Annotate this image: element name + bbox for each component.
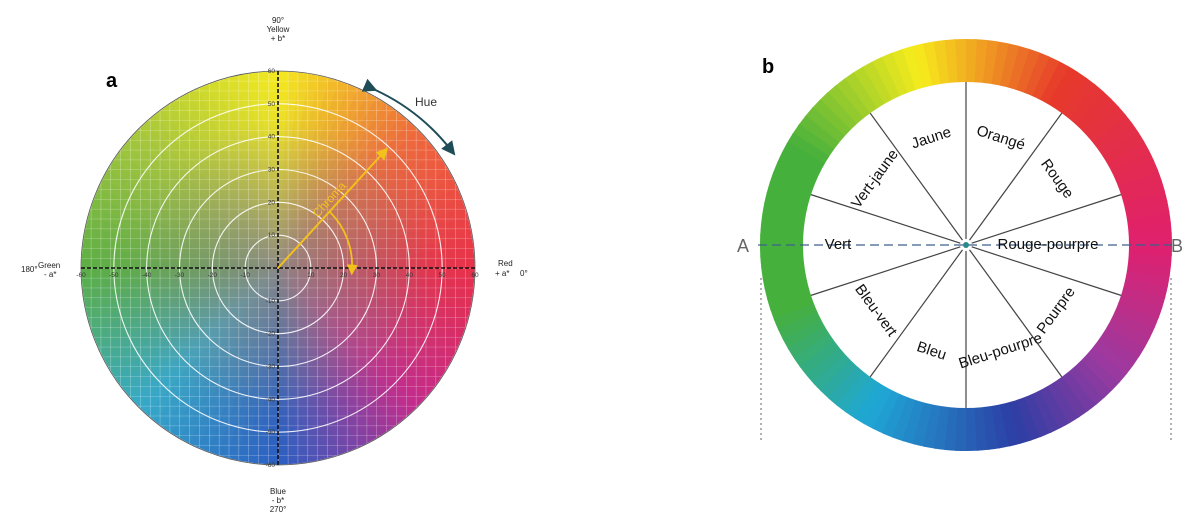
tick-label: -10 <box>266 298 276 305</box>
panel-a-letter: a <box>106 70 118 92</box>
segment-divider <box>969 112 1063 241</box>
tick-label: 40 <box>406 272 414 279</box>
svg-text:180°: 180° <box>21 265 38 274</box>
point-b-label: B <box>1171 236 1183 256</box>
segment-divider <box>869 249 963 378</box>
svg-text:+ b*: + b* <box>271 34 285 43</box>
svg-text:Red: Red <box>498 259 513 268</box>
tick-label: 30 <box>268 167 276 174</box>
svg-text:- a*: - a* <box>44 270 56 279</box>
tick-label: -40 <box>142 272 152 279</box>
segment-divider <box>810 194 961 244</box>
svg-text:0°: 0° <box>520 269 528 278</box>
hue-label: Hue <box>415 95 437 109</box>
tick-label: -20 <box>266 331 276 338</box>
tick-label: 60 <box>268 68 276 75</box>
tick-label: -30 <box>175 272 185 279</box>
point-a-label: A <box>737 236 749 256</box>
tick-label: -60 <box>266 462 276 469</box>
tick-label: -20 <box>208 272 218 279</box>
svg-text:Blue: Blue <box>270 487 287 496</box>
segment-divider <box>869 112 963 241</box>
segment-divider <box>971 194 1122 244</box>
panel-b: b A B Jaune OrangéRougeRouge-pourprePourp… <box>737 39 1183 451</box>
tick-label: -10 <box>240 272 250 279</box>
svg-text:- b*: - b* <box>272 496 284 505</box>
top-axis-label: 90° Yellow + b* <box>267 16 290 43</box>
tick-label: 20 <box>268 199 276 206</box>
tick-label: 30 <box>373 272 381 279</box>
tick-label: 10 <box>307 272 315 279</box>
svg-text:+ a*: + a* <box>495 269 509 278</box>
tick-label: 50 <box>268 101 276 108</box>
left-axis-label: 180° Green - a* <box>21 261 60 279</box>
tick-label: 60 <box>471 272 479 279</box>
segment-dividers <box>810 82 1122 408</box>
tick-label: -30 <box>266 364 276 371</box>
segment-divider <box>969 249 1063 378</box>
chroma-ring <box>146 136 410 400</box>
hue-angle-arc <box>329 211 358 276</box>
tick-label: -60 <box>76 272 86 279</box>
svg-text:Yellow: Yellow <box>267 25 290 34</box>
segment-label: Vert <box>825 236 853 253</box>
cielab-disc <box>81 71 475 465</box>
svg-text:Green: Green <box>38 261 60 270</box>
tick-label: 10 <box>268 232 276 239</box>
svg-text:90°: 90° <box>272 16 284 25</box>
axis-ticks: 10 10 20 20 30 30 40 40 50 50 60 60 -10 -10 -20 -20 -30 -… <box>76 68 479 469</box>
tick-label: -40 <box>266 396 276 403</box>
chroma-arrow <box>277 147 389 269</box>
panel-b-letter: b <box>762 56 774 78</box>
tick-label: 40 <box>268 134 276 141</box>
bottom-axis-label: Blue - b* 270° <box>270 487 287 514</box>
svg-text:270°: 270° <box>270 505 287 514</box>
chroma-ring <box>211 201 345 335</box>
segment-divider <box>971 246 1122 296</box>
center-dot <box>963 242 969 248</box>
hue-arrow <box>361 78 456 156</box>
right-axis-label: Red + a* 0° <box>495 259 528 278</box>
segment-label: Rouge-pourpre <box>998 236 1099 253</box>
tick-label: 20 <box>340 272 348 279</box>
tick-label: -50 <box>109 272 119 279</box>
panel-a: a 10 10 20 20 30 30 40 40 50 50 60 60 -10 -10 -20 -20 -3… <box>21 16 528 514</box>
tick-label: -50 <box>266 429 276 436</box>
tick-label: 50 <box>439 272 447 279</box>
segment-divider <box>810 246 961 296</box>
